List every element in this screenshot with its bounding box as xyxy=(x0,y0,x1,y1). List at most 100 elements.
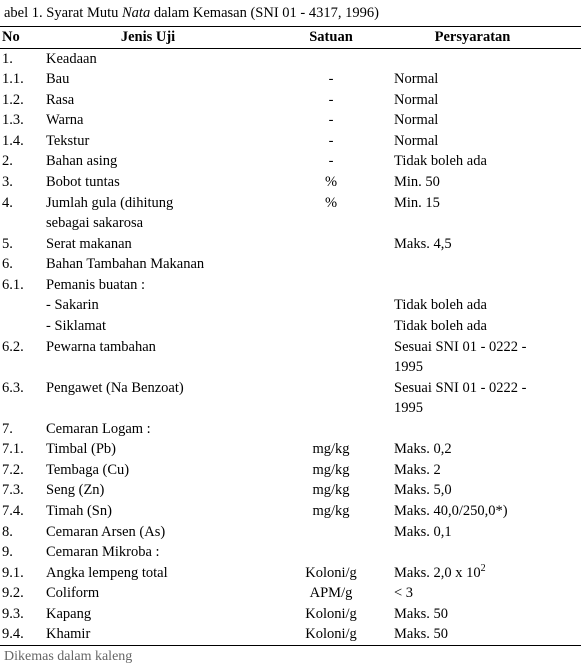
cell-satuan: - xyxy=(290,91,394,111)
cell-satuan: Koloni/g xyxy=(290,564,394,584)
table-row: 7.4.Timah (Sn)mg/kgMaks. 40,0/250,0*) xyxy=(0,502,581,523)
table-body: 1.Keadaan1.1.Bau-Normal1.2.Rasa-Normal1.… xyxy=(0,49,581,645)
cell-persy xyxy=(394,543,581,563)
header-no: No xyxy=(0,28,46,48)
table-row: 1.2.Rasa-Normal xyxy=(0,90,581,111)
table-footer-rule xyxy=(0,645,581,646)
table-row: 8.Cemaran Arsen (As)Maks. 0,1 xyxy=(0,522,581,543)
caption-suffix: dalam Kemasan (SNI 01 - 4317, 1996) xyxy=(150,5,379,21)
cell-jenis: Serat makanan xyxy=(46,235,290,255)
cell-jenis: - Sakarin xyxy=(46,296,290,316)
cell-persy: Maks. 40,0/250,0*) xyxy=(394,502,581,522)
cell-persy: Maks. 0,1 xyxy=(394,523,581,543)
cell-satuan: - xyxy=(290,70,394,90)
cell-no: 4. xyxy=(0,194,46,214)
cell-jenis: Cemaran Logam : xyxy=(46,420,290,440)
cell-jenis: Bahan asing xyxy=(46,152,290,172)
cell-jenis: Cemaran Arsen (As) xyxy=(46,523,290,543)
cell-persy xyxy=(394,255,581,275)
cell-no xyxy=(0,358,46,378)
table-row: 6.Bahan Tambahan Makanan xyxy=(0,255,581,276)
cell-no: 3. xyxy=(0,173,46,193)
cell-jenis: Pengawet (Na Benzoat) xyxy=(46,379,290,399)
cell-satuan: Koloni/g xyxy=(290,605,394,625)
cell-satuan xyxy=(290,214,394,234)
cell-no xyxy=(0,214,46,234)
cell-persy xyxy=(394,420,581,440)
cell-no: 7.3. xyxy=(0,481,46,501)
cell-persy: Normal xyxy=(394,132,581,152)
table-row: 5.Serat makananMaks. 4,5 xyxy=(0,234,581,255)
cell-satuan xyxy=(290,235,394,255)
cell-persy: Maks. 50 xyxy=(394,605,581,625)
table-row: 2.Bahan asing-Tidak boleh ada xyxy=(0,152,581,173)
cell-jenis: Jumlah gula (dihitung xyxy=(46,194,290,214)
cell-satuan: - xyxy=(290,132,394,152)
cell-no: 7.1. xyxy=(0,440,46,460)
table-row: 9.1.Angka lempeng totalKoloni/gMaks. 2,0… xyxy=(0,563,581,584)
table-row: sebagai sakarosa xyxy=(0,214,581,235)
footnote: Dikemas dalam kaleng xyxy=(0,648,581,667)
cell-satuan xyxy=(290,543,394,563)
table-row: 4.Jumlah gula (dihitung%Min. 15 xyxy=(0,193,581,214)
cell-no xyxy=(0,296,46,316)
cell-persy: Tidak boleh ada xyxy=(394,152,581,172)
superscript: 2 xyxy=(481,563,486,574)
cell-jenis: Timbal (Pb) xyxy=(46,440,290,460)
cell-no: 1. xyxy=(0,50,46,70)
table-row: - SakarinTidak boleh ada xyxy=(0,296,581,317)
table-row: 7.Cemaran Logam : xyxy=(0,419,581,440)
cell-persy: Sesuai SNI 01 - 0222 - xyxy=(394,338,581,358)
cell-jenis: Bau xyxy=(46,70,290,90)
cell-no: 7.2. xyxy=(0,461,46,481)
cell-jenis: Khamir xyxy=(46,625,290,645)
cell-jenis: Cemaran Mikroba : xyxy=(46,543,290,563)
table-row: 6.1.Pemanis buatan : xyxy=(0,275,581,296)
cell-persy: Normal xyxy=(394,70,581,90)
cell-jenis: Pewarna tambahan xyxy=(46,338,290,358)
cell-persy: Maks. 5,0 xyxy=(394,481,581,501)
cell-no xyxy=(0,317,46,337)
cell-satuan: - xyxy=(290,111,394,131)
cell-persy: Normal xyxy=(394,111,581,131)
cell-jenis: Seng (Zn) xyxy=(46,481,290,501)
cell-no: 9.2. xyxy=(0,584,46,604)
cell-satuan: % xyxy=(290,194,394,214)
cell-satuan: - xyxy=(290,152,394,172)
cell-satuan: mg/kg xyxy=(290,440,394,460)
cell-satuan xyxy=(290,420,394,440)
table-row: 1.Keadaan xyxy=(0,49,581,70)
cell-satuan xyxy=(290,276,394,296)
table-row: 9.Cemaran Mikroba : xyxy=(0,543,581,564)
cell-persy: < 3 xyxy=(394,584,581,604)
cell-satuan: mg/kg xyxy=(290,461,394,481)
cell-satuan: mg/kg xyxy=(290,481,394,501)
header-satuan: Satuan xyxy=(290,28,394,48)
cell-no: 1.3. xyxy=(0,111,46,131)
table-row: 3.Bobot tuntas%Min. 50 xyxy=(0,173,581,194)
cell-satuan xyxy=(290,523,394,543)
table-row: 9.2.ColiformAPM/g< 3 xyxy=(0,584,581,605)
cell-no: 6. xyxy=(0,255,46,275)
cell-persy: Min. 15 xyxy=(394,194,581,214)
table-row: 7.3.Seng (Zn)mg/kgMaks. 5,0 xyxy=(0,481,581,502)
table-row: 7.2.Tembaga (Cu)mg/kgMaks. 2 xyxy=(0,460,581,481)
table-header: No Jenis Uji Satuan Persyaratan xyxy=(0,26,581,50)
cell-satuan xyxy=(290,399,394,419)
table-row: 1995 xyxy=(0,358,581,379)
cell-no: 2. xyxy=(0,152,46,172)
cell-jenis xyxy=(46,399,290,419)
cell-satuan xyxy=(290,358,394,378)
cell-jenis: - Siklamat xyxy=(46,317,290,337)
cell-jenis: Warna xyxy=(46,111,290,131)
cell-satuan xyxy=(290,379,394,399)
cell-satuan xyxy=(290,255,394,275)
table-row: 6.3.Pengawet (Na Benzoat)Sesuai SNI 01 -… xyxy=(0,378,581,399)
cell-no: 9.1. xyxy=(0,564,46,584)
cell-no: 6.3. xyxy=(0,379,46,399)
table-row: 1995 xyxy=(0,399,581,420)
table-row: 9.4.KhamirKoloni/gMaks. 50 xyxy=(0,625,581,646)
table-row: 1.3.Warna-Normal xyxy=(0,111,581,132)
cell-satuan: % xyxy=(290,173,394,193)
standards-table: No Jenis Uji Satuan Persyaratan 1.Keadaa… xyxy=(0,26,581,647)
